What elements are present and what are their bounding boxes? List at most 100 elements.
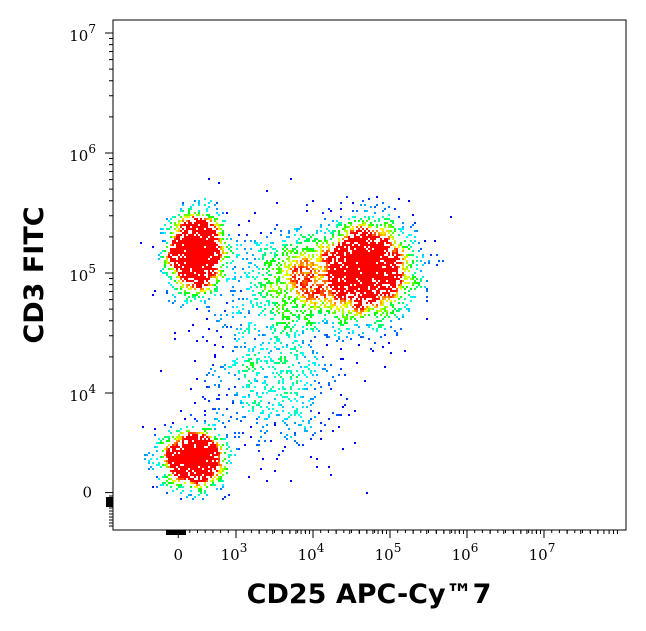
event-point: [366, 274, 368, 276]
event-point: [186, 264, 188, 266]
event-point: [226, 314, 228, 316]
event-point: [222, 264, 224, 266]
event-point: [244, 444, 246, 446]
event-point: [318, 312, 320, 314]
event-point: [368, 230, 370, 232]
event-point: [348, 286, 350, 288]
event-point: [282, 254, 284, 256]
event-point: [226, 472, 228, 474]
event-point: [378, 272, 380, 274]
event-point: [186, 240, 188, 242]
event-point: [270, 252, 272, 254]
event-point: [180, 292, 182, 294]
event-point: [310, 288, 312, 290]
event-point: [368, 252, 370, 254]
event-point: [218, 182, 220, 184]
event-point: [338, 266, 340, 268]
event-point: [324, 300, 326, 302]
event-point: [276, 414, 278, 416]
event-point: [358, 296, 360, 298]
event-point: [338, 238, 340, 240]
event-point: [320, 438, 322, 440]
event-point: [180, 272, 182, 274]
event-point: [214, 260, 216, 262]
event-point: [274, 368, 276, 370]
event-point: [368, 284, 370, 286]
event-point: [350, 278, 352, 280]
event-point: [288, 298, 290, 300]
event-point: [252, 306, 254, 308]
event-point: [346, 282, 348, 284]
event-point: [258, 272, 260, 274]
event-point: [330, 268, 332, 270]
event-point: [210, 258, 212, 260]
event-point: [256, 380, 258, 382]
event-point: [364, 248, 366, 250]
event-point: [326, 246, 328, 248]
event-point: [394, 250, 396, 252]
event-point: [350, 274, 352, 276]
event-point: [220, 224, 222, 226]
event-point: [278, 404, 280, 406]
event-point: [376, 248, 378, 250]
event-point: [214, 466, 216, 468]
event-point: [400, 262, 402, 264]
event-point: [208, 446, 210, 448]
event-point: [250, 302, 252, 304]
event-point: [196, 222, 198, 224]
event-point: [364, 272, 366, 274]
y-axis-label: CD3 FITC: [19, 206, 50, 343]
event-point: [266, 272, 268, 274]
event-point: [256, 358, 258, 360]
event-point: [190, 242, 192, 244]
event-point: [264, 254, 266, 256]
event-point: [304, 258, 306, 260]
event-point: [190, 432, 192, 434]
event-point: [322, 356, 324, 358]
event-point: [330, 266, 332, 268]
event-point: [310, 312, 312, 314]
event-point: [212, 452, 214, 454]
event-point: [414, 272, 416, 274]
event-point: [422, 264, 424, 266]
event-point: [408, 282, 410, 284]
event-point: [208, 228, 210, 230]
event-point: [194, 248, 196, 250]
event-point: [188, 268, 190, 270]
event-point: [194, 360, 196, 362]
event-point: [384, 276, 386, 278]
event-point: [318, 412, 320, 414]
event-point: [168, 430, 170, 432]
event-point: [210, 254, 212, 256]
event-point: [386, 262, 388, 264]
event-point: [188, 330, 190, 332]
event-point: [192, 252, 194, 254]
event-point: [270, 412, 272, 414]
event-point: [190, 444, 192, 446]
event-point: [354, 264, 356, 266]
event-point: [292, 300, 294, 302]
event-point: [218, 228, 220, 230]
event-point: [294, 260, 296, 262]
event-point: [290, 436, 292, 438]
event-point: [268, 302, 270, 304]
event-point: [264, 296, 266, 298]
event-point: [204, 266, 206, 268]
event-point: [268, 414, 270, 416]
event-point: [266, 236, 268, 238]
event-point: [336, 290, 338, 292]
event-point: [274, 390, 276, 392]
event-point: [196, 308, 198, 310]
event-point: [272, 242, 274, 244]
event-point: [262, 296, 264, 298]
event-point: [302, 342, 304, 344]
event-point: [246, 328, 248, 330]
event-point: [356, 362, 358, 364]
event-point: [344, 302, 346, 304]
event-point: [186, 228, 188, 230]
event-point: [314, 280, 316, 282]
event-point: [180, 474, 182, 476]
event-point: [174, 242, 176, 244]
event-point: [268, 264, 270, 266]
event-point: [304, 286, 306, 288]
